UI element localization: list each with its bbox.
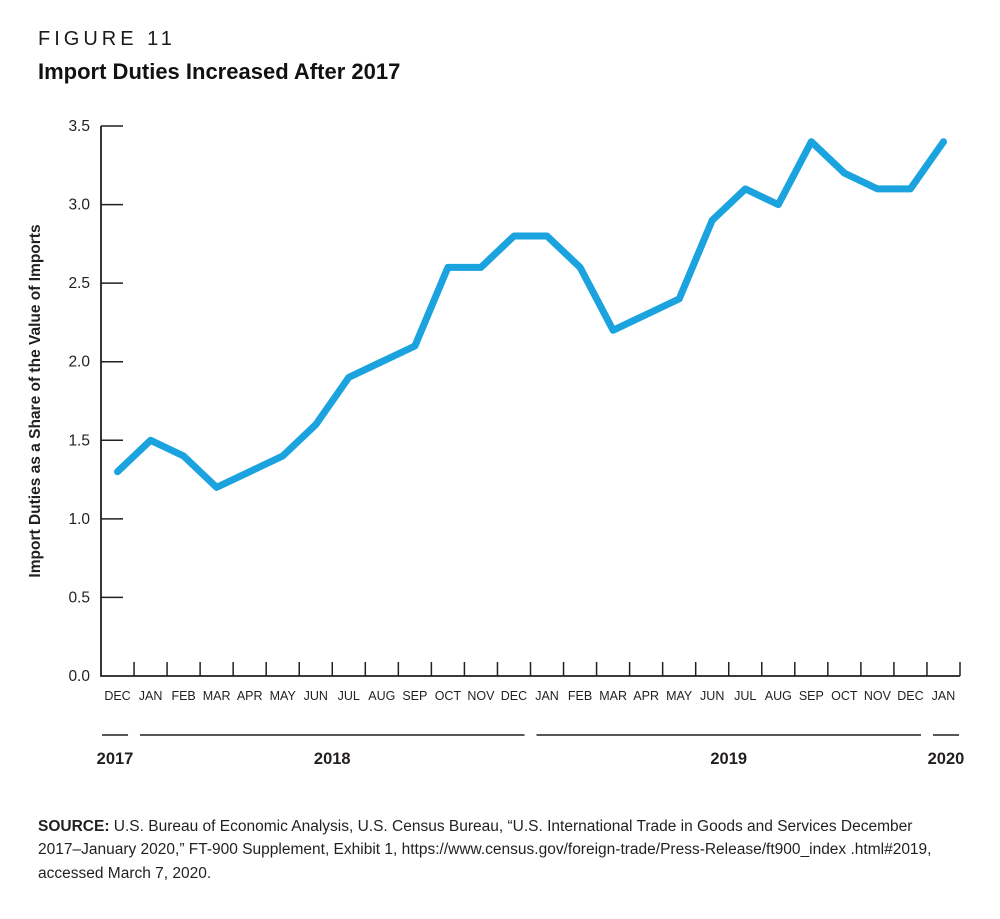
year-label: 2020	[928, 750, 965, 768]
y-axis-title: Import Duties as a Share of the Value of…	[27, 224, 44, 577]
y-axis-tick-label: 1.5	[68, 432, 90, 449]
y-axis-tick-label: 2.5	[68, 275, 90, 292]
x-axis-month-label: FEB	[568, 689, 592, 703]
figure-title: Import Duties Increased After 2017	[38, 59, 401, 84]
y-axis-tick-label: 0.0	[68, 668, 90, 685]
chart: 0.0 0.5 1.0 1.5 2.0 2.5 3.0 3.5 DEC JAN FEB MAR APR M…	[0, 108, 1000, 790]
y-axis-tick-label: 0.5	[68, 589, 90, 606]
x-axis-month-label: OCT	[435, 689, 462, 703]
x-axis-month-label: AUG	[368, 689, 395, 703]
x-axis-month-label: JAN	[932, 689, 956, 703]
x-axis-month-label: JUL	[338, 689, 360, 703]
x-axis-month-label: SEP	[799, 689, 824, 703]
y-axis-tick-label: 1.0	[68, 511, 90, 528]
axis-lines	[100, 126, 960, 677]
x-axis-month-label: JUL	[734, 689, 756, 703]
x-axis-month-label: DEC	[501, 689, 527, 703]
x-axis-month-label: APR	[237, 689, 263, 703]
y-axis-tick-label: 3.5	[68, 118, 90, 135]
x-axis-month-label: MAY	[666, 689, 693, 703]
x-axis-month-label: MAR	[599, 689, 627, 703]
figure-header: FIGURE 11 Import Duties Increased After …	[38, 28, 400, 85]
x-axis-month-label: FEB	[171, 689, 195, 703]
x-axis-month-label: NOV	[864, 689, 892, 703]
y-axis-tick-label: 3.0	[68, 197, 90, 214]
x-axis-month-label: DEC	[897, 689, 923, 703]
x-axis-month-label: JUN	[304, 689, 328, 703]
x-axis-month-label: NOV	[467, 689, 495, 703]
year-label: 2018	[314, 750, 351, 768]
x-axis-month-label: DEC	[104, 689, 130, 703]
import-duties-series-line	[114, 138, 947, 491]
source-note: SOURCE: U.S. Bureau of Economic Analysis…	[38, 815, 953, 885]
figure-number-label: FIGURE 11	[38, 28, 176, 50]
x-axis-month-label: APR	[633, 689, 659, 703]
x-axis-month-label: SEP	[402, 689, 427, 703]
x-axis-month-label: AUG	[765, 689, 792, 703]
x-axis-month-label: MAY	[270, 689, 297, 703]
x-axis-month-label: JAN	[535, 689, 559, 703]
x-axis-month-label: MAR	[203, 689, 231, 703]
year-label: 2017	[97, 750, 134, 768]
year-label: 2019	[710, 750, 747, 768]
x-axis-month-label: OCT	[831, 689, 858, 703]
source-label: SOURCE:	[38, 818, 110, 835]
x-axis-month-label: JUN	[700, 689, 724, 703]
y-axis-tick-label: 2.0	[68, 354, 90, 371]
line-chart-canvas: 0.0 0.5 1.0 1.5 2.0 2.5 3.0 3.5 DEC JAN FEB MAR APR M…	[27, 118, 965, 768]
source-text: U.S. Bureau of Economic Analysis, U.S. C…	[38, 818, 932, 882]
x-axis-month-label: JAN	[139, 689, 163, 703]
